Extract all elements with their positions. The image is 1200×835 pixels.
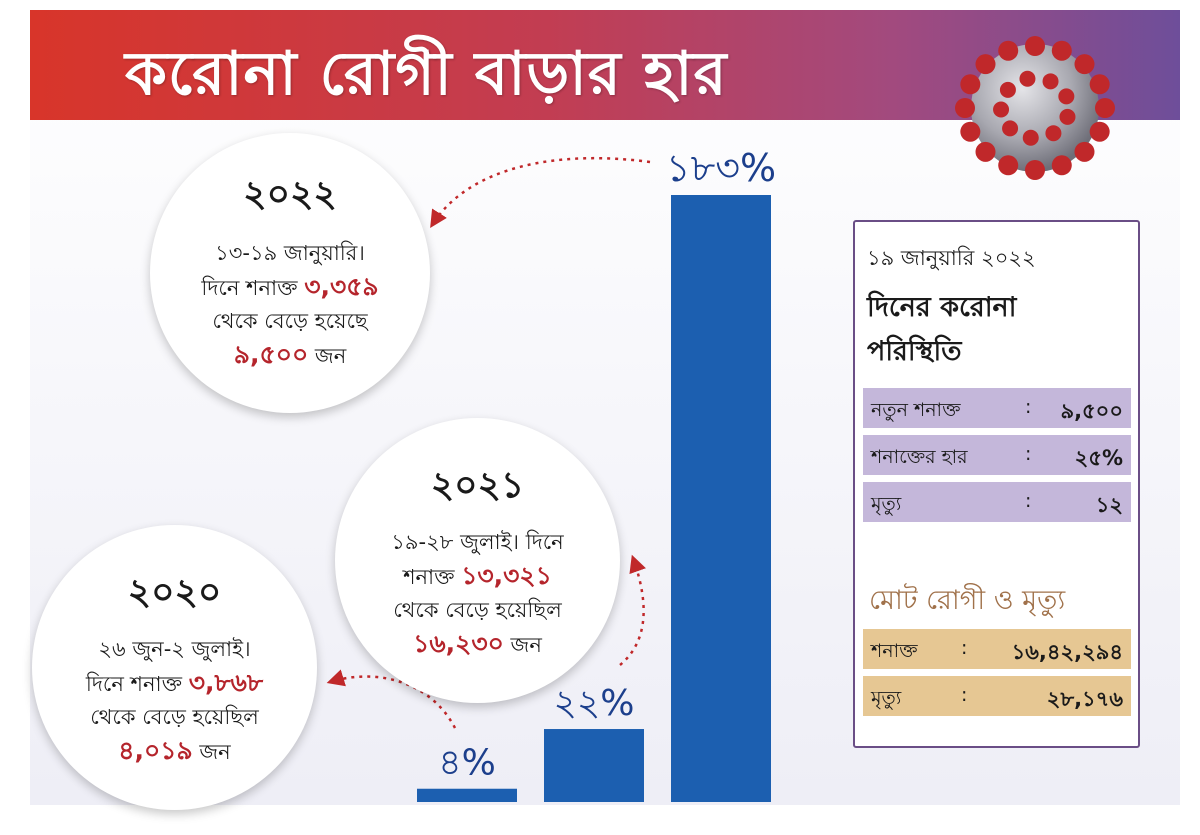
callout-from-value: ৩,৮৬৮ [188, 668, 264, 697]
virus-spike [998, 40, 1019, 61]
virus-spike [1045, 125, 1062, 142]
virus-spike [1089, 121, 1110, 142]
row-colon: : [961, 637, 968, 659]
panel-heading-line1: দিনের করোনা [867, 292, 1017, 323]
bar-2022 [671, 195, 771, 802]
callout-unit: জন [199, 740, 231, 764]
callout-dates: ১৯-২৮ জুলাই। দিনে [391, 530, 564, 554]
row-label: মৃত্যু [871, 687, 902, 709]
bar-2020 [417, 788, 517, 802]
virus-spike [960, 121, 981, 142]
daily-row-deaths: মৃত্যু : ১২ [863, 482, 1131, 522]
year-2021-callout: ২০২১ ১৯-২৮ জুলাই। দিনে শনাক্ত ১৩,৩২১ থেক… [335, 418, 620, 703]
callout-text: শনাক্ত [403, 565, 455, 589]
virus-spike [1059, 108, 1076, 125]
total-row-deaths: মৃত্যু : ২৮,১৭৬ [863, 676, 1131, 716]
bar-value-label: ২২% [553, 683, 634, 724]
virus-spike [1025, 160, 1045, 180]
row-colon: : [1025, 490, 1032, 512]
row-label: শনাক্তের হার [871, 446, 968, 468]
callout-year: ২০২০ [127, 572, 222, 613]
panel-heading: দিনের করোনা পরিস্থিতি [867, 286, 1017, 374]
row-value: ২৫% [1074, 446, 1123, 470]
row-colon: : [1025, 443, 1032, 465]
virus-spike [1042, 73, 1059, 90]
year-2020-callout: ২০২০ ২৬ জুন-২ জুলাই। দিনে শনাক্ত ৩,৮৬৮ থ… [32, 525, 317, 810]
bar-2021 [544, 729, 644, 802]
bar-value-label: ১৮৩% [666, 146, 776, 190]
row-colon: : [961, 684, 968, 706]
row-label: শনাক্ত [871, 640, 918, 662]
totals-heading: মোট রোগী ও মৃত্যু [869, 585, 1066, 616]
row-value: ১৬,৪২,২৯৪ [1011, 640, 1123, 664]
virus-spike [1022, 129, 1039, 146]
virus-spike [975, 141, 996, 162]
total-row-cases: শনাক্ত : ১৬,৪২,২৯৪ [863, 629, 1131, 669]
callout-year: ২০২২ [243, 174, 337, 215]
callout-text: দিনে শনাক্ত [201, 276, 298, 300]
callout-text: দিনে শনাক্ত [85, 672, 182, 696]
callout-to-value: ৯,৫০০ [233, 340, 309, 369]
virus-spike [1025, 36, 1045, 56]
virus-spike [975, 54, 996, 75]
row-value: ৯,৫০০ [1060, 399, 1123, 423]
panel-date: ১৯ জানুয়ারি ২০২২ [867, 246, 1036, 270]
virus-spike [1089, 74, 1110, 95]
year-2022-callout: ২০২২ ১৩-১৯ জানুয়ারি। দিনে শনাক্ত ৩,৩৫৯ … [150, 133, 430, 413]
bar-value-label: ৪% [438, 743, 496, 784]
virus-spike [1074, 54, 1095, 75]
virus-spike [960, 74, 981, 95]
virus-spike [1002, 120, 1019, 137]
callout-unit: জন [314, 344, 347, 368]
panel-heading-line2: পরিস্থিতি [867, 336, 962, 367]
row-label: নতুন শনাক্ত [871, 399, 961, 421]
daily-situation-panel: ১৯ জানুয়ারি ২০২২ দিনের করোনা পরিস্থিতি … [853, 220, 1140, 748]
callout-from-value: ১৩,৩২১ [461, 561, 552, 590]
virus-spike [1058, 88, 1075, 105]
callout-from-value: ৩,৩৫৯ [304, 272, 379, 301]
callout-text: থেকে বেড়ে হয়েছে [212, 309, 368, 333]
callout-dates: ২৬ জুন-২ জুলাই। [98, 637, 251, 661]
row-colon: : [1025, 396, 1032, 418]
virus-spike [955, 98, 975, 118]
row-value: ২৮,১৭৬ [1046, 687, 1123, 711]
daily-row-positivity: শনাক্তের হার : ২৫% [863, 435, 1131, 475]
virus-spike [1051, 40, 1072, 61]
callout-to-value: ১৬,২৩০ [413, 629, 504, 658]
row-value: ১২ [1095, 493, 1123, 517]
callout-text: থেকে বেড়ে হয়েছিল [90, 705, 259, 729]
virus-spike [1051, 155, 1072, 176]
virus-spike [993, 101, 1010, 118]
virus-spike [1019, 70, 1036, 87]
callout-dates: ১৩-১৯ জানুয়ারি। [215, 241, 365, 265]
arrow-to-2022 [430, 156, 651, 228]
coronavirus-icon [955, 36, 1115, 180]
virus-spike [1074, 141, 1095, 162]
arrow-to-2021 [619, 554, 646, 666]
virus-spike [1095, 98, 1115, 118]
arrow-to-2020 [326, 669, 457, 729]
callout-to-value: ৪,০১৯ [118, 736, 193, 765]
callout-unit: জন [510, 633, 542, 657]
callout-text: থেকে বেড়ে হয়েছিল [393, 598, 562, 622]
daily-row-new-cases: নতুন শনাক্ত : ৯,৫০০ [863, 388, 1131, 428]
page-title: করোনা রোগী বাড়ার হার [125, 39, 728, 109]
virus-spike [998, 155, 1019, 176]
row-label: মৃত্যু [871, 493, 902, 515]
callout-year: ২০২১ [430, 465, 525, 506]
virus-spike [999, 81, 1016, 98]
